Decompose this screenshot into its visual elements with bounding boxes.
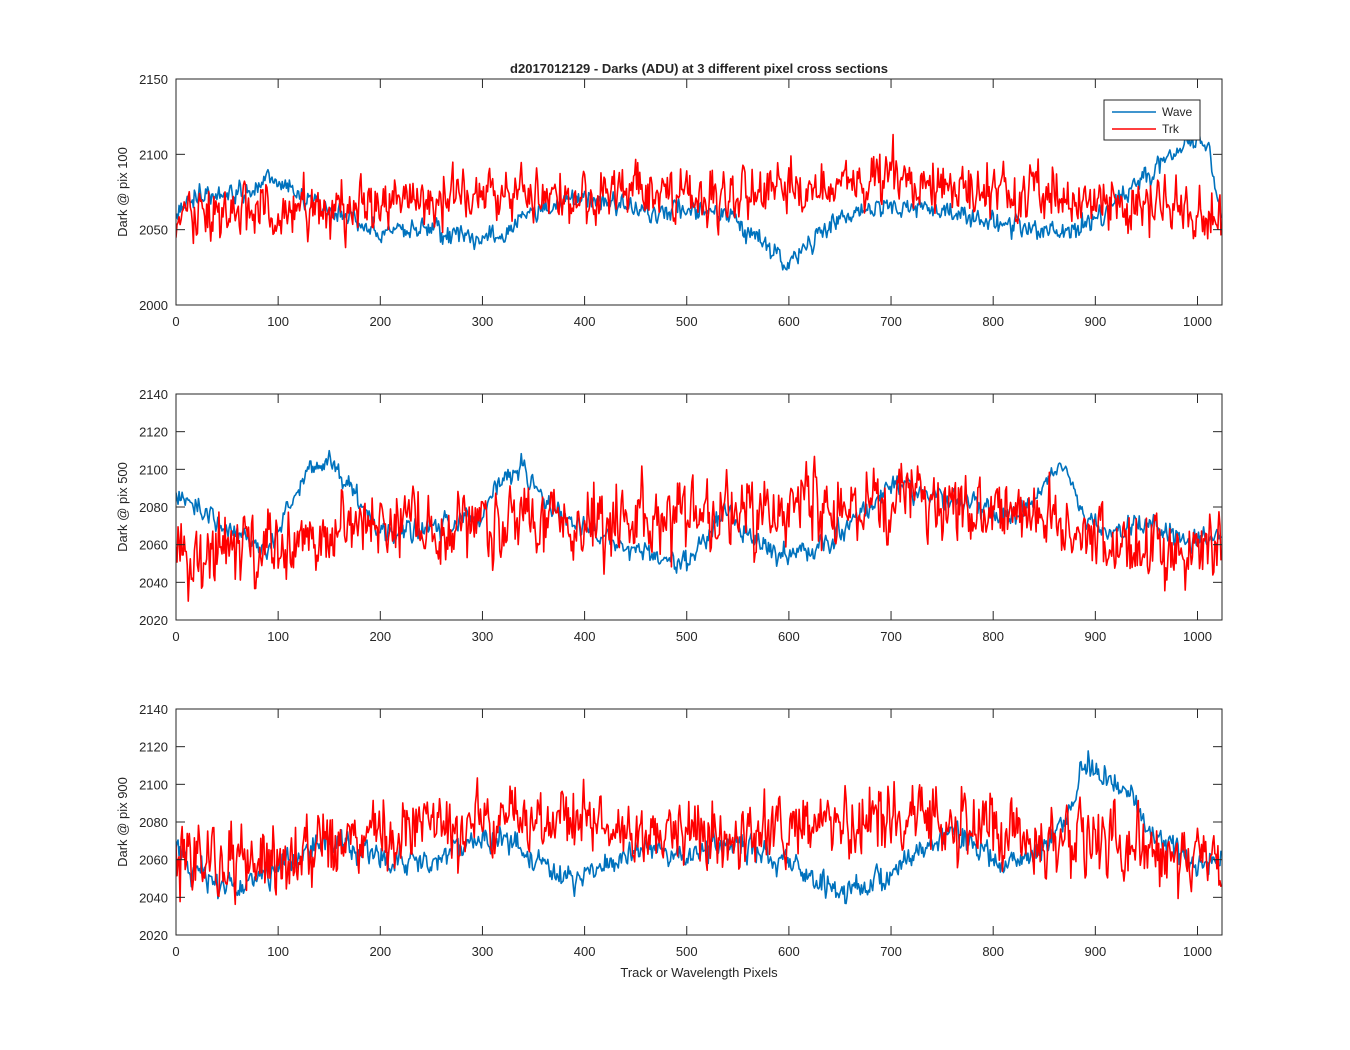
y-tick-label: 2100 bbox=[139, 777, 168, 792]
y-tick-label: 2000 bbox=[139, 298, 168, 313]
series-line-trk bbox=[176, 777, 1222, 906]
y-tick-label: 2040 bbox=[139, 890, 168, 905]
x-tick-label: 100 bbox=[267, 314, 289, 329]
x-tick-label: 600 bbox=[778, 944, 800, 959]
x-tick-label: 800 bbox=[982, 944, 1004, 959]
series-line-trk bbox=[176, 455, 1222, 602]
y-tick-label: 2080 bbox=[139, 500, 168, 515]
x-tick-label: 500 bbox=[676, 314, 698, 329]
x-tick-label: 1000 bbox=[1183, 944, 1212, 959]
x-tick-label: 0 bbox=[172, 944, 179, 959]
x-tick-label: 400 bbox=[574, 314, 596, 329]
y-tick-label: 2120 bbox=[139, 425, 168, 440]
x-tick-label: 800 bbox=[982, 314, 1004, 329]
series-line-wave bbox=[176, 449, 1222, 574]
y-axis-label: Dark @ pix 100 bbox=[115, 147, 130, 237]
series-group bbox=[176, 130, 1222, 271]
x-tick-label: 100 bbox=[267, 944, 289, 959]
x-tick-label: 900 bbox=[1084, 629, 1106, 644]
x-tick-label: 500 bbox=[676, 944, 698, 959]
x-tick-label: 100 bbox=[267, 629, 289, 644]
y-tick-label: 2050 bbox=[139, 223, 168, 238]
x-tick-label: 600 bbox=[778, 629, 800, 644]
x-tick-label: 200 bbox=[369, 944, 391, 959]
x-tick-label: 500 bbox=[676, 629, 698, 644]
y-tick-label: 2020 bbox=[139, 928, 168, 943]
y-tick-label: 2100 bbox=[139, 462, 168, 477]
y-tick-label: 2150 bbox=[139, 72, 168, 87]
x-tick-label: 600 bbox=[778, 314, 800, 329]
x-tick-label: 300 bbox=[472, 314, 494, 329]
y-tick-label: 2120 bbox=[139, 740, 168, 755]
y-axis-label: Dark @ pix 900 bbox=[115, 777, 130, 867]
panels: 0 100 200 300 400 500 600 700 800 900 100020002050… bbox=[115, 72, 1223, 959]
y-tick-label: 2040 bbox=[139, 575, 168, 590]
plot-area bbox=[176, 394, 1222, 620]
x-tick-label: 300 bbox=[472, 629, 494, 644]
legend: Wave Trk bbox=[1103, 99, 1201, 141]
x-tick-label: 200 bbox=[369, 314, 391, 329]
y-tick-label: 2060 bbox=[139, 853, 168, 868]
y-tick-label: 2140 bbox=[139, 702, 168, 717]
x-tick-label: 900 bbox=[1084, 314, 1106, 329]
y-axis-label: Dark @ pix 500 bbox=[115, 462, 130, 552]
series-line-trk bbox=[176, 133, 1222, 249]
x-tick-label: 700 bbox=[880, 629, 902, 644]
chart-panel-2: 0 100 200 300 400 500 600 700 800 900 1000 2020 2040… bbox=[115, 387, 1223, 644]
legend-label-wave: Wave bbox=[1162, 105, 1193, 119]
x-tick-label: 400 bbox=[574, 944, 596, 959]
y-tick-label: 2100 bbox=[139, 147, 168, 162]
series-line-wave bbox=[176, 750, 1222, 905]
y-tick-label: 2140 bbox=[139, 387, 168, 402]
chart-panel-3: 0 100 200 300 400 500 600 700 800 900 1000 2020 2040… bbox=[115, 702, 1223, 959]
axes-box bbox=[175, 78, 1223, 306]
x-tick-label: 700 bbox=[880, 944, 902, 959]
y-tick-label: 2020 bbox=[139, 613, 168, 628]
y-tick-label: 2080 bbox=[139, 815, 168, 830]
x-tick-label: 400 bbox=[574, 629, 596, 644]
x-tick-label: 0 bbox=[172, 629, 179, 644]
x-tick-label: 300 bbox=[472, 944, 494, 959]
x-axis-label: Track or Wavelength Pixels bbox=[620, 965, 778, 980]
x-tick-label: 800 bbox=[982, 629, 1004, 644]
x-tick-label: 0 bbox=[172, 314, 179, 329]
x-tick-label: 900 bbox=[1084, 944, 1106, 959]
y-tick-label: 2060 bbox=[139, 538, 168, 553]
x-tick-label: 200 bbox=[369, 629, 391, 644]
legend-box bbox=[1103, 99, 1201, 141]
series-group bbox=[176, 750, 1222, 906]
series-group bbox=[176, 449, 1222, 602]
legend-label-trk: Trk bbox=[1162, 122, 1180, 136]
chart-panel-1: 0 100 200 300 400 500 600 700 800 900 1000 2000 2050… bbox=[115, 72, 1223, 329]
x-tick-label: 1000 bbox=[1183, 314, 1212, 329]
x-tick-label: 1000 bbox=[1183, 629, 1212, 644]
x-tick-label: 700 bbox=[880, 314, 902, 329]
figure-title: d2017012129 - Darks (ADU) at 3 different… bbox=[510, 61, 888, 76]
